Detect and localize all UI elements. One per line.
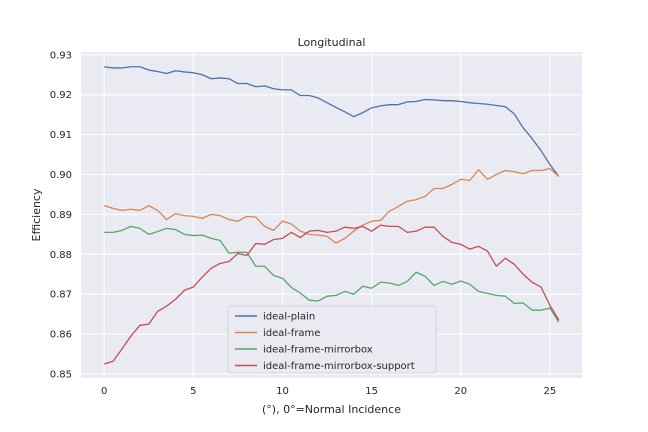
x-axis-label: (°), 0°=Normal Incidence [262, 403, 401, 416]
legend-box [227, 305, 437, 374]
y-axis-ticks: 0.85 0.86 0.87 0.88 0.89 0.90 0.91 0.92 0.93 [50, 50, 72, 380]
grid-lines [81, 52, 582, 378]
series-line-ideal-frame-mirrorbox [104, 225, 560, 323]
legend-label: ideal-frame-mirrorbox-support [263, 361, 415, 372]
x-tick-label: 20 [454, 386, 467, 397]
y-tick-label: 0.91 [50, 130, 72, 141]
y-axis-label: Efficiency [30, 188, 43, 241]
x-tick-label: 15 [365, 386, 378, 397]
legend-label: ideal-frame [263, 328, 320, 339]
x-tick-label: 25 [544, 386, 557, 397]
y-tick-label: 0.87 [50, 290, 72, 301]
x-tick-label: 5 [190, 386, 196, 397]
legend-label: ideal-plain [263, 312, 315, 323]
series-line-ideal-plain [104, 66, 560, 177]
y-tick-label: 0.93 [50, 50, 72, 61]
x-tick-label: 0 [101, 386, 107, 397]
y-tick-label: 0.85 [50, 370, 72, 381]
y-tick-label: 0.89 [50, 210, 72, 221]
chart-title: Longitudinal [298, 36, 366, 49]
x-axis-ticks: 0 5 10 15 20 25 [101, 386, 556, 397]
x-tick-label: 10 [276, 386, 289, 397]
y-tick-label: 0.90 [50, 170, 72, 181]
series-line-ideal-frame-mirrorbox-support [103, 224, 560, 365]
legend: ideal-plain ideal-frame ideal-frame-mirror… [227, 305, 437, 374]
y-tick-label: 0.92 [50, 90, 72, 101]
legend-label: ideal-frame-mirrorbox [263, 345, 373, 356]
series-lines [103, 66, 560, 365]
y-tick-label: 0.88 [50, 250, 72, 261]
y-tick-label: 0.86 [50, 330, 72, 341]
series-line-ideal-frame [103, 167, 560, 244]
